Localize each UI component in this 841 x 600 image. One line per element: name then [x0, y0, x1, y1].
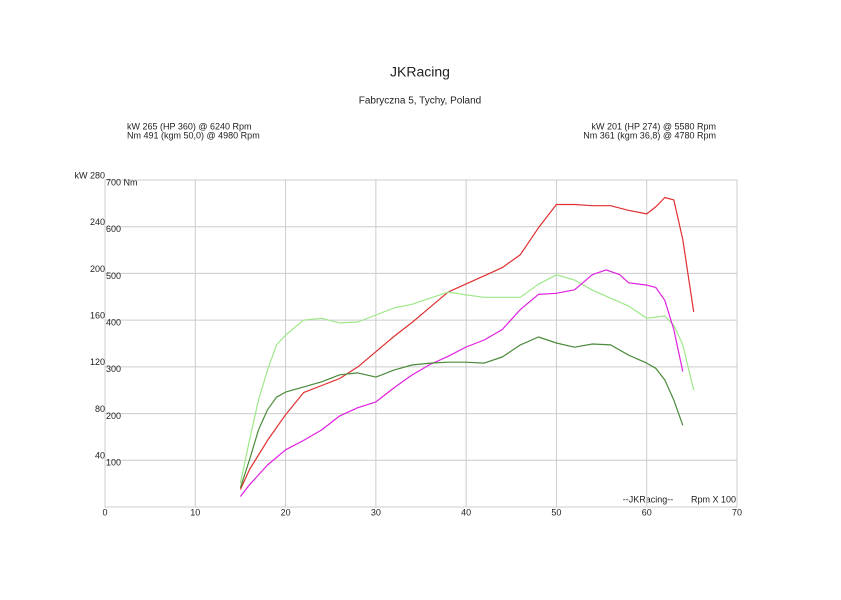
annotation: kW 265 (HP 360) @ 6240 Rpm [127, 121, 252, 131]
line-series [239, 274, 695, 484]
y-tick-label: kW 280 [74, 170, 105, 180]
x-tick-label: 10 [190, 507, 200, 517]
annotation: kW 201 (HP 274) @ 5580 Rpm [591, 121, 716, 131]
y-tick-label: 160 [90, 311, 105, 321]
annotation: Nm 361 (kgm 36,8) @ 4780 Rpm [583, 130, 716, 140]
watermark: --JKRacing-- [623, 494, 674, 504]
y-tick-label: 80 [95, 404, 105, 414]
y2-tick-label: 700 Nm [106, 177, 138, 187]
y2-tick-label: 300 [106, 364, 121, 374]
x-tick-label: 20 [281, 507, 291, 517]
y2-tick-label: 600 [106, 224, 121, 234]
plot-frame [104, 179, 738, 508]
x-tick-label: 30 [371, 507, 381, 517]
x-tick-label: 0 [102, 507, 107, 517]
y2-tick-label: 500 [106, 271, 121, 281]
x-tick-label: 40 [461, 507, 471, 517]
annotation: Nm 491 (kgm 50,0) @ 4980 Rpm [127, 130, 260, 140]
line-series [239, 196, 695, 490]
x-tick-label: 50 [551, 507, 561, 517]
y-tick-label: 40 [95, 451, 105, 461]
x-tick-label: 70 [732, 507, 742, 517]
line-series [239, 336, 684, 488]
y2-tick-label: 200 [106, 411, 121, 421]
y2-tick-label: 100 [106, 458, 121, 468]
x-axis-label: Rpm X 100 [691, 494, 736, 504]
y-tick-label: 120 [90, 357, 105, 367]
y-tick-label: 240 [90, 217, 105, 227]
chart-title: JKRacing [390, 64, 450, 80]
chart-subtitle: Fabryczna 5, Tychy, Poland [359, 96, 481, 107]
x-tick-label: 60 [642, 507, 652, 517]
y2-tick-label: 400 [106, 318, 121, 328]
line-series [239, 269, 684, 497]
y-tick-label: 200 [90, 264, 105, 274]
